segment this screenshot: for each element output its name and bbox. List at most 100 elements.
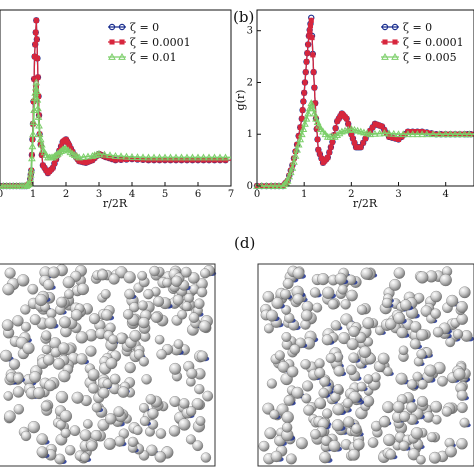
particle bbox=[168, 425, 181, 437]
particle bbox=[424, 364, 437, 377]
series-2-point bbox=[194, 153, 202, 161]
series-2-point bbox=[435, 130, 444, 138]
panel-b-ylabel: g(r) bbox=[234, 90, 247, 111]
panel-b-ticks: 0 1 2 3 4 0 1 2 3 bbox=[247, 26, 449, 200]
particle bbox=[453, 368, 466, 381]
series-2-point bbox=[465, 130, 474, 138]
particle bbox=[382, 401, 395, 414]
series-2-point bbox=[271, 181, 279, 189]
particle bbox=[286, 365, 299, 378]
particle bbox=[314, 358, 325, 369]
particle bbox=[264, 427, 277, 440]
particle bbox=[3, 391, 14, 401]
series-2-point bbox=[291, 151, 300, 159]
series-2-point bbox=[37, 140, 46, 148]
particle bbox=[76, 353, 88, 365]
series-2-point bbox=[155, 153, 164, 161]
series-2-point bbox=[394, 130, 403, 138]
particle bbox=[264, 323, 274, 334]
particle bbox=[416, 349, 427, 360]
particle bbox=[87, 382, 99, 394]
particle bbox=[13, 373, 24, 384]
particle bbox=[428, 451, 441, 464]
particle bbox=[258, 440, 270, 452]
series-1-point bbox=[358, 144, 364, 150]
series-1-point bbox=[328, 144, 334, 150]
x-tick-label: 2 bbox=[63, 189, 69, 200]
legend-marker bbox=[391, 52, 399, 60]
series-2-point bbox=[133, 153, 142, 161]
particle bbox=[192, 440, 204, 452]
particle bbox=[202, 390, 214, 402]
legend-marker bbox=[381, 52, 389, 60]
particle bbox=[348, 352, 359, 364]
particle bbox=[169, 362, 182, 375]
particle bbox=[360, 267, 373, 280]
series-1-point bbox=[307, 28, 313, 34]
particle bbox=[59, 410, 72, 423]
particle bbox=[367, 437, 379, 448]
series-2-point bbox=[282, 178, 290, 186]
particle bbox=[398, 440, 410, 452]
particle bbox=[416, 271, 429, 284]
particle bbox=[362, 317, 375, 330]
particle bbox=[409, 321, 422, 333]
particle bbox=[416, 455, 426, 465]
particle bbox=[328, 440, 341, 453]
x-tick-label: 0 bbox=[0, 189, 3, 200]
particle bbox=[196, 287, 208, 298]
series-2-point bbox=[319, 127, 327, 135]
series-2-point bbox=[296, 135, 305, 143]
particle bbox=[266, 309, 278, 322]
particle bbox=[29, 371, 41, 383]
particle bbox=[76, 283, 89, 296]
series-2-point bbox=[363, 129, 371, 137]
particle bbox=[27, 421, 40, 434]
series-1-point bbox=[32, 41, 38, 48]
particle bbox=[351, 423, 362, 434]
particle bbox=[459, 417, 470, 428]
series-2-point bbox=[33, 95, 42, 103]
particle bbox=[453, 329, 464, 340]
particle bbox=[132, 425, 143, 436]
particle bbox=[292, 293, 304, 305]
particle bbox=[71, 391, 84, 404]
series-1-point bbox=[325, 154, 331, 161]
particle bbox=[8, 358, 21, 370]
particle bbox=[309, 287, 321, 298]
x-tick-label: 0 bbox=[254, 189, 260, 200]
series-2-point bbox=[33, 87, 41, 94]
particle bbox=[177, 309, 188, 320]
particle bbox=[322, 408, 333, 419]
particle bbox=[320, 435, 332, 446]
y-tick-label: 1 bbox=[247, 129, 253, 140]
series-2-point bbox=[26, 170, 35, 178]
series-2-point bbox=[111, 151, 120, 159]
particle bbox=[146, 444, 158, 456]
series-2-point bbox=[307, 99, 316, 107]
particle bbox=[445, 445, 457, 458]
particle bbox=[21, 321, 31, 332]
series-2-point bbox=[36, 135, 45, 143]
particle bbox=[456, 390, 468, 401]
particle bbox=[4, 267, 16, 279]
particle bbox=[43, 354, 55, 366]
series-2-point bbox=[360, 128, 368, 136]
series-2-point bbox=[35, 121, 43, 129]
particle bbox=[123, 309, 134, 320]
series-1-point bbox=[311, 85, 317, 91]
particle bbox=[88, 313, 100, 325]
particle bbox=[383, 433, 396, 447]
particle bbox=[12, 386, 25, 398]
particle bbox=[312, 302, 323, 313]
particle bbox=[169, 396, 181, 408]
panel-d-spheres bbox=[258, 265, 474, 465]
particle bbox=[348, 325, 360, 338]
series-1-point bbox=[34, 55, 40, 61]
series-2-point bbox=[28, 142, 37, 150]
particle bbox=[35, 293, 48, 307]
particle bbox=[185, 434, 196, 445]
particle bbox=[198, 320, 211, 333]
particle bbox=[124, 362, 136, 374]
series-2-point bbox=[304, 109, 312, 117]
